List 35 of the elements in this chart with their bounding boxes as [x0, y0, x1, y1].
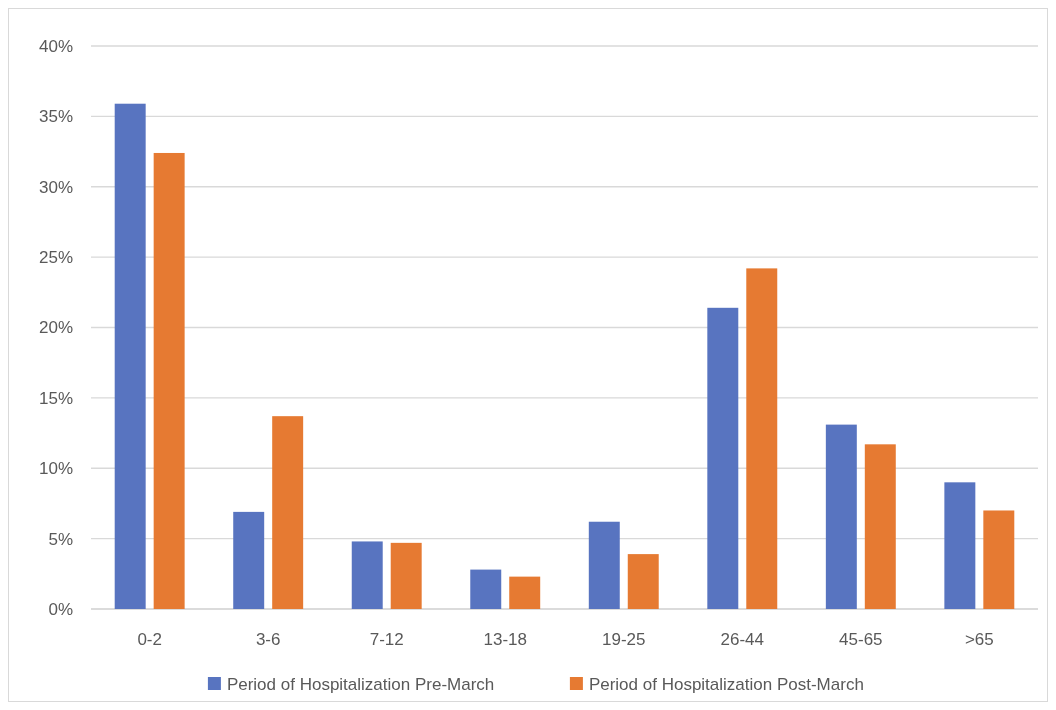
- bar: [390, 542, 422, 609]
- x-tick-label: 3-6: [255, 630, 281, 649]
- x-tick-label: 13-18: [483, 630, 527, 649]
- x-tick-label: 26-44: [720, 630, 765, 649]
- bar: [233, 511, 265, 609]
- y-tick-label: 0%: [48, 599, 73, 619]
- bar: [825, 424, 857, 609]
- legend-label: Period of Hospitalization Post-March: [588, 674, 864, 694]
- bar: [707, 307, 739, 609]
- bar: [983, 510, 1015, 609]
- bar: [509, 576, 541, 609]
- x-tick-label: 7-12: [369, 630, 404, 649]
- bar: [272, 416, 304, 609]
- x-tick-label: 19-25: [602, 630, 646, 649]
- y-tick-label: 40%: [38, 36, 73, 56]
- bar: [944, 482, 976, 609]
- y-tick-label: 30%: [38, 177, 73, 197]
- y-tick-label: 15%: [38, 388, 73, 408]
- bar: [470, 569, 502, 609]
- bar: [588, 521, 620, 609]
- y-tick-label: 5%: [48, 529, 73, 549]
- bar: [746, 268, 778, 609]
- bar: [153, 152, 185, 609]
- x-tick-label: 45-65: [839, 630, 883, 649]
- y-tick-label: 25%: [38, 248, 73, 268]
- x-tick-label: 0-2: [137, 630, 162, 649]
- legend-label: Period of Hospitalization Pre-March: [226, 674, 495, 694]
- bar: [114, 103, 146, 609]
- y-tick-label: 20%: [38, 318, 73, 338]
- y-tick-label: 10%: [38, 459, 73, 479]
- bar: [351, 541, 383, 609]
- bar: [627, 554, 659, 609]
- x-tick-label: >65: [964, 630, 994, 649]
- y-tick-label: 35%: [38, 107, 73, 127]
- bar: [864, 444, 896, 609]
